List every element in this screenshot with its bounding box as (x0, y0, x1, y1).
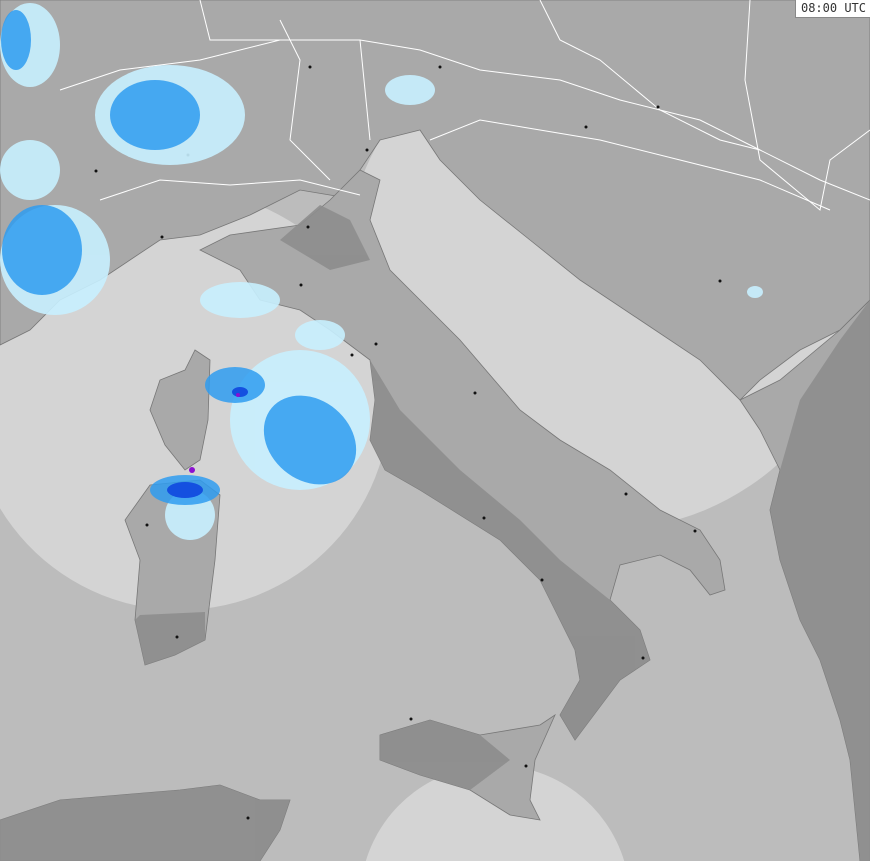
precipitation (0, 3, 763, 540)
city-markers (94, 65, 722, 820)
country-borders (59, 0, 870, 211)
timestamp-label: 08:00 UTC (794, 0, 870, 18)
land-outside-coverage (0, 205, 870, 861)
